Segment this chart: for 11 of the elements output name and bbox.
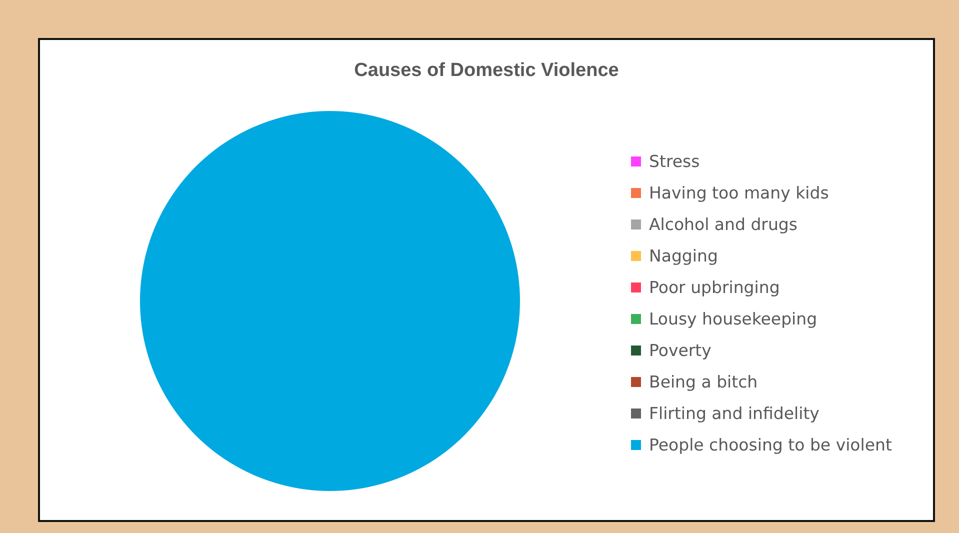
legend-label: Lousy housekeeping — [649, 310, 818, 328]
legend-label: Poor upbringing — [649, 278, 780, 297]
legend-label: People choosing to be violent — [649, 436, 892, 454]
legend-label: Alcohol and drugs — [649, 215, 798, 234]
legend-label: Being a bitch — [649, 372, 758, 392]
legend-label: Stress — [649, 152, 700, 171]
chart-title: Causes of Domestic Violence — [354, 60, 619, 81]
legend-label: Flirting and infidelity — [649, 404, 820, 423]
legend-label: Nagging — [649, 246, 718, 266]
legend-label: Having too many kids — [649, 184, 829, 202]
legend-label: Poverty — [649, 341, 712, 360]
